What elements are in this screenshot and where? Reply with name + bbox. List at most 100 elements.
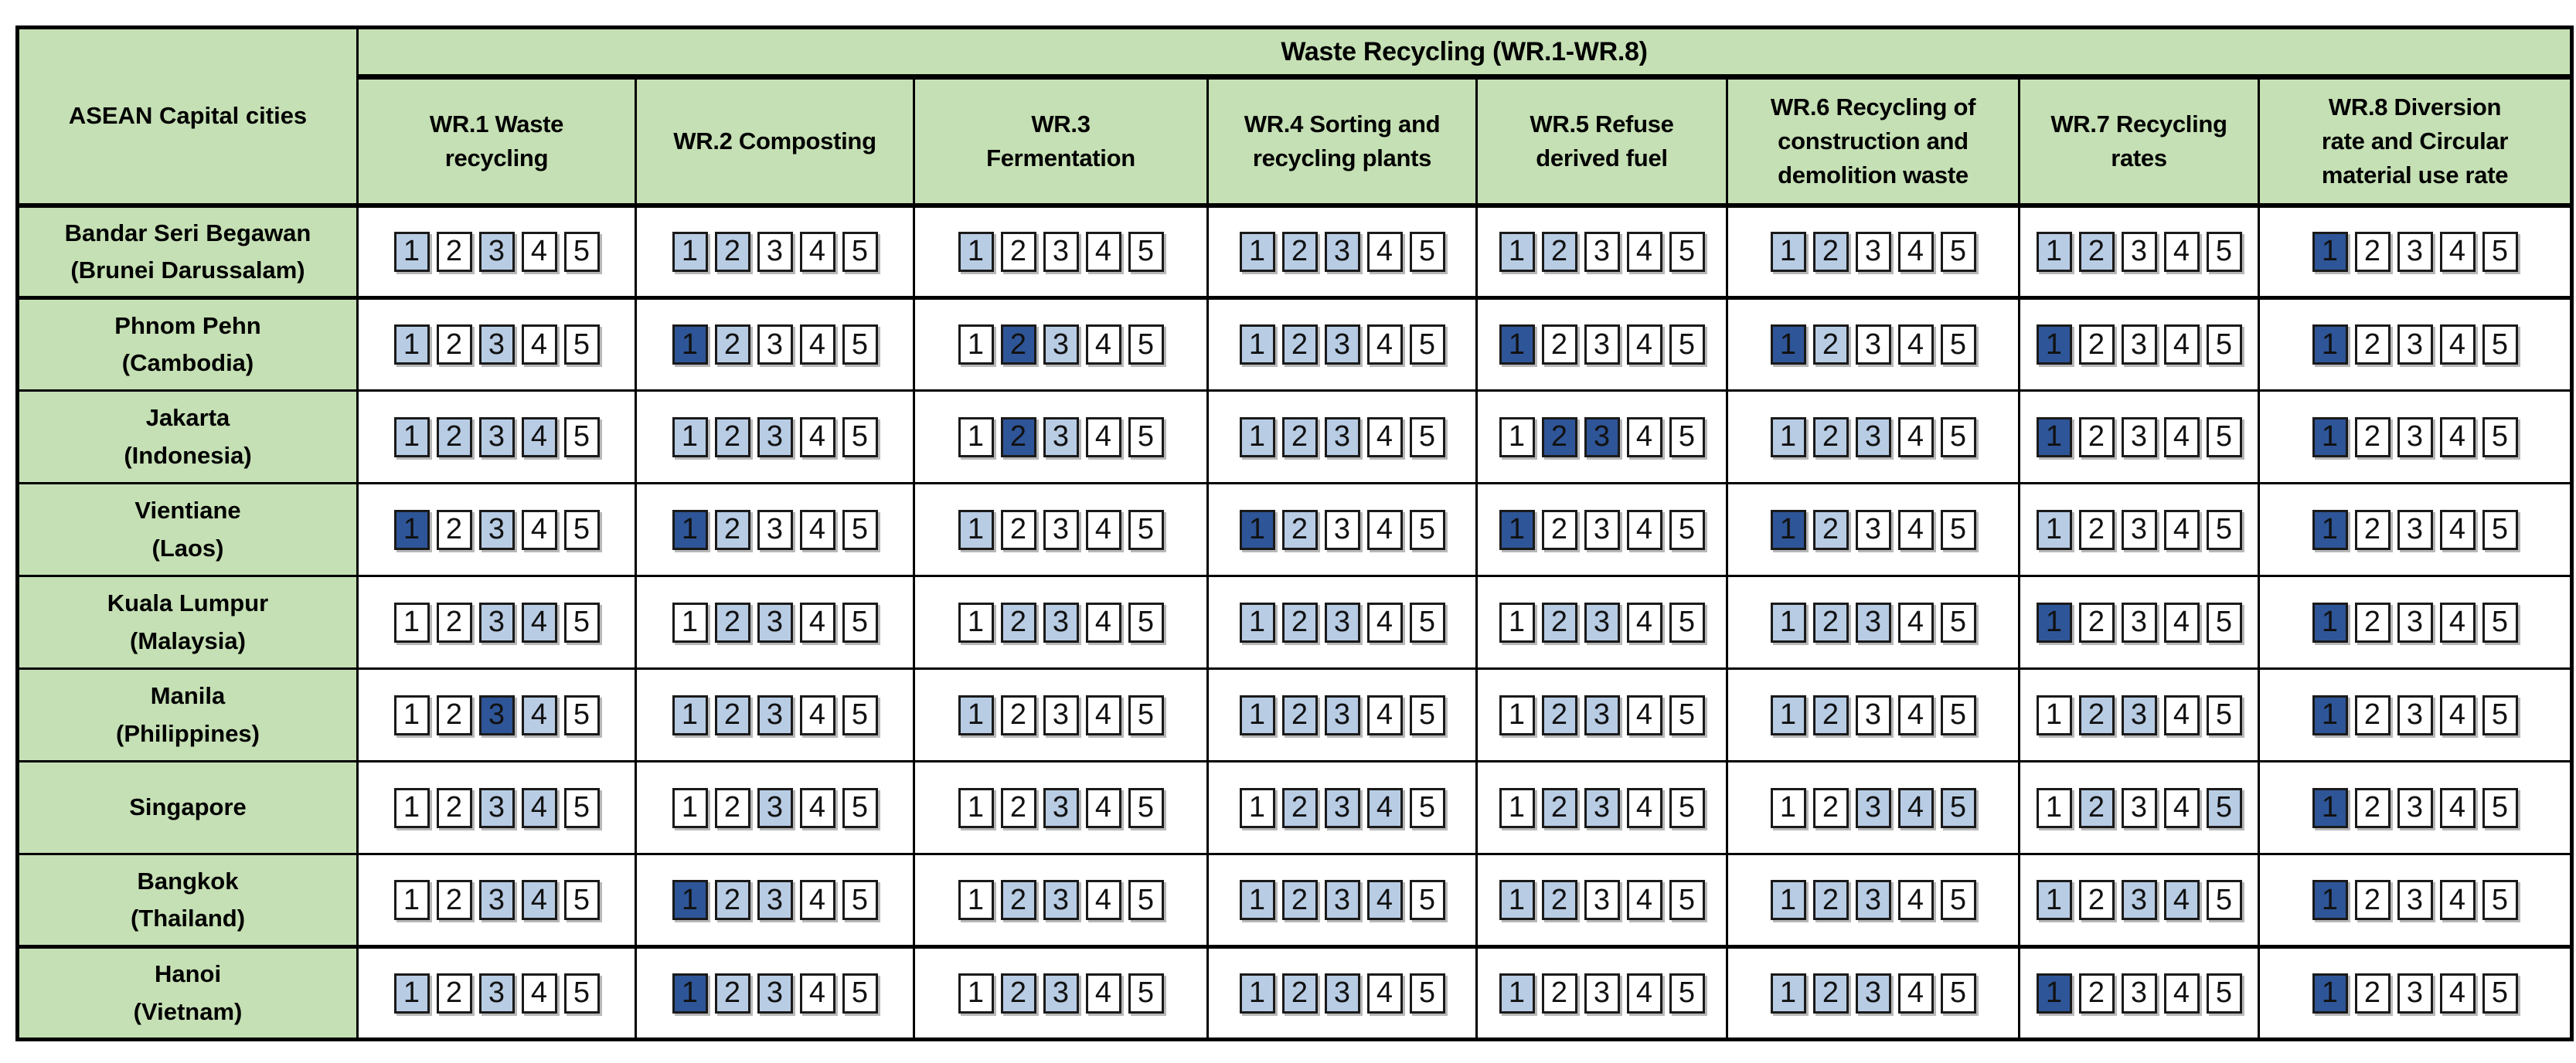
rating-box: 1: [958, 602, 994, 643]
rating-box: 4: [2439, 695, 2476, 735]
rating-box: 1: [672, 880, 708, 920]
rating-box: 3: [1043, 416, 1079, 457]
rating-box: 1: [2036, 509, 2072, 550]
column-header-wr6: WR.6 Recycling of construction and demol…: [1726, 76, 2020, 208]
rating-box: 3: [757, 509, 793, 550]
rating-box: 2: [1541, 231, 1577, 272]
rating-box: 1: [1239, 416, 1275, 457]
rating-box: 5: [1669, 695, 1705, 735]
rating-box: 2: [1541, 509, 1577, 550]
rating-box: 5: [842, 787, 878, 828]
rating-box: 3: [2121, 973, 2157, 1014]
country-name: (Philippines): [116, 719, 260, 747]
rating-box: 5: [1409, 787, 1445, 828]
rating-box: 3: [2397, 231, 2433, 272]
rating-box: 4: [2163, 416, 2200, 457]
rating-box: 5: [842, 231, 878, 272]
rating-box: 3: [757, 602, 793, 643]
rating-box: 1: [2312, 973, 2348, 1014]
rating-box: 5: [563, 880, 600, 920]
rating-box: 2: [436, 509, 472, 550]
rating-box: 4: [1085, 416, 1121, 457]
rating-box: 4: [1626, 787, 1662, 828]
rating-box: 3: [1584, 787, 1620, 828]
rating-box: 4: [2439, 509, 2476, 550]
rating-box: 5: [2482, 787, 2518, 828]
rating-box: 5: [842, 973, 878, 1014]
rating-box: 2: [2078, 509, 2115, 550]
city-name: Vientiane: [134, 497, 241, 525]
rating-box: 2: [2354, 787, 2391, 828]
rating-box: 4: [2163, 880, 2200, 920]
rating-box: 1: [393, 973, 430, 1014]
rating-box: 3: [478, 602, 515, 643]
rating-box: 4: [521, 509, 557, 550]
rating-box: 4: [2163, 324, 2200, 365]
rating-box: 3: [1043, 602, 1079, 643]
rating-box: 2: [1812, 602, 1849, 643]
rating-box: 1: [1770, 416, 1806, 457]
rating-box: 1: [672, 509, 708, 550]
rating-box: 5: [1409, 509, 1445, 550]
rating-box: 1: [1770, 973, 1806, 1014]
rating-box: 2: [1281, 602, 1318, 643]
rating-box: 2: [1541, 602, 1577, 643]
rating-box: 3: [1043, 509, 1079, 550]
rating-box: 5: [2482, 602, 2518, 643]
rating-box: 2: [436, 324, 472, 365]
rating-box: 4: [799, 973, 835, 1014]
rating-box: 1: [1499, 880, 1535, 920]
rating-box: 1: [1770, 602, 1806, 643]
rating-box: 3: [1584, 602, 1620, 643]
rating-box: 3: [1584, 973, 1620, 1014]
rating-box: 2: [1281, 787, 1318, 828]
rating-box: 1: [2312, 695, 2348, 735]
rating-box: 4: [1626, 602, 1662, 643]
rating-box: 4: [2163, 973, 2200, 1014]
rating-box: 5: [1940, 602, 1976, 643]
rating-box: 5: [2482, 973, 2518, 1014]
rating-box: 1: [1239, 324, 1275, 365]
rating-box: 2: [1812, 509, 1849, 550]
rating-box: 4: [1085, 509, 1121, 550]
rating-box: 1: [393, 602, 430, 643]
rating-box: 3: [478, 509, 515, 550]
rating-box: 2: [2354, 695, 2391, 735]
rating-box: 5: [1128, 973, 1164, 1014]
rating-box: 5: [1669, 324, 1705, 365]
rating-box: 1: [1239, 231, 1275, 272]
rating-box: 2: [714, 324, 750, 365]
rating-box: 1: [958, 324, 994, 365]
rating-box: 5: [1940, 324, 1976, 365]
rating-box: 1: [1770, 695, 1806, 735]
